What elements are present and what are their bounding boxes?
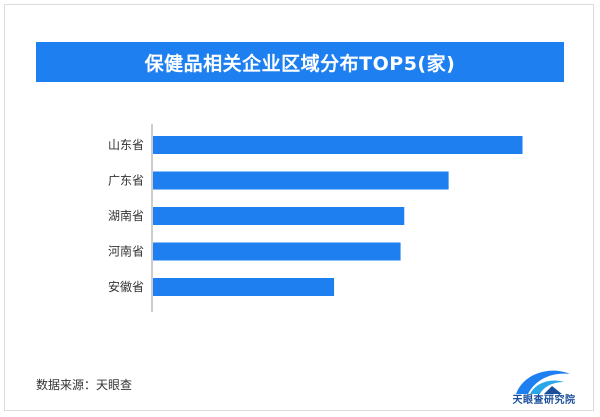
category-label-4: 河南省 (108, 244, 144, 259)
tianyancha-logo-icon (516, 370, 570, 394)
category-label-5: 安徽省 (108, 279, 144, 294)
bar-4 (153, 242, 401, 261)
data-source-note: 数据来源：天眼查 (36, 378, 133, 392)
bar-2 (153, 171, 449, 190)
chart-title: 保健品相关企业区域分布TOP5(家) (36, 42, 564, 82)
category-label-1: 山东省 (108, 138, 144, 152)
bar-1 (153, 136, 523, 154)
category-label-2: 广东省 (108, 174, 144, 188)
bar-5 (153, 278, 335, 296)
bar-3 (153, 207, 405, 225)
category-label-3: 湖南省 (108, 208, 144, 223)
brand-name: 天眼查研究院 (512, 395, 576, 406)
